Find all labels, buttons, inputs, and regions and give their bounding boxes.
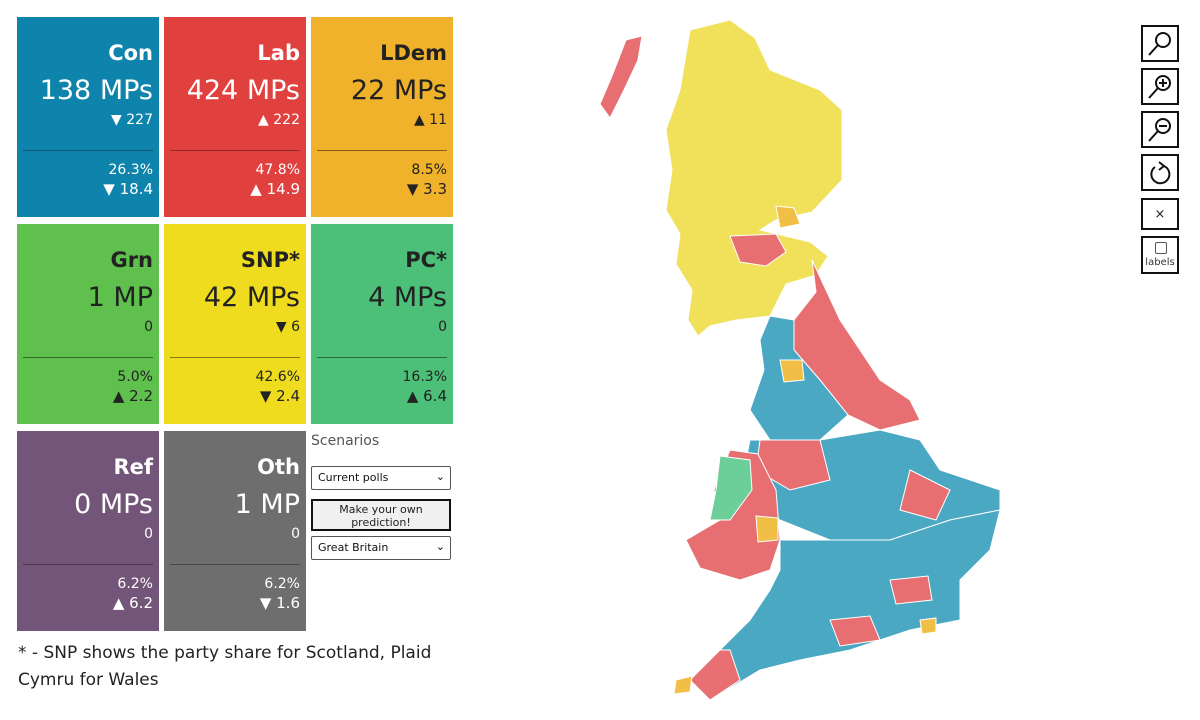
party-card-snp: SNP* 42 MPs ▼ 6 42.6% ▼ 2.4: [164, 224, 306, 424]
map-region-wales-ldem[interactable]: [755, 515, 779, 543]
card-divider: [23, 564, 153, 565]
card-divider: [317, 357, 447, 358]
labels-checkbox[interactable]: [1155, 242, 1167, 254]
party-share-change: ▲ 2.2: [112, 387, 153, 405]
party-name: Oth: [257, 455, 300, 479]
party-seats: 4 MPs: [368, 282, 447, 313]
snp-pc-footnote: * - SNP shows the party share for Scotla…: [18, 643, 432, 690]
region-value: Great Britain: [318, 541, 389, 554]
poll-scenario-value: Current polls: [318, 471, 389, 484]
zoom-out-button[interactable]: [1141, 111, 1179, 148]
party-card-oth: Oth 1 MP 0 6.2% ▼ 1.6: [164, 431, 306, 631]
party-name: PC*: [405, 248, 447, 272]
map-region-north-east[interactable]: [793, 259, 921, 431]
party-seat-change: ▼ 6: [275, 319, 300, 335]
map-region-london[interactable]: [889, 575, 933, 605]
zoom-in-icon: [1148, 75, 1171, 99]
party-seat-change: ▲ 222: [258, 112, 300, 128]
chevron-down-icon: ⌄: [435, 470, 445, 483]
map-region-ldem-patch[interactable]: [919, 617, 937, 635]
party-vote-share: 47.8%: [255, 162, 300, 178]
make-prediction-button[interactable]: Make your own prediction!: [311, 499, 451, 531]
close-icon: ×: [1154, 207, 1166, 222]
party-seats: 0 MPs: [74, 489, 153, 520]
party-vote-share: 6.2%: [264, 576, 300, 592]
party-seat-change: ▲ 11: [413, 112, 447, 128]
party-share-change: ▲ 14.9: [250, 180, 300, 198]
reset-icon: [1150, 161, 1171, 185]
map-region-south-coast-lab[interactable]: [829, 615, 881, 647]
zoom-out-icon: [1148, 118, 1171, 142]
party-name: SNP*: [240, 248, 300, 272]
map-region-east-lab[interactable]: [899, 469, 951, 521]
map-region-lakes[interactable]: [779, 359, 805, 383]
party-seat-change: 0: [144, 319, 153, 335]
party-vote-share: 5.0%: [117, 369, 153, 385]
scenarios-label: Scenarios: [311, 433, 380, 449]
party-vote-share: 6.2%: [117, 576, 153, 592]
card-divider: [170, 357, 300, 358]
zoom-in-button[interactable]: [1141, 68, 1179, 105]
party-name: Lab: [257, 41, 300, 65]
chevron-down-icon: ⌄: [435, 540, 445, 553]
labels-toggle[interactable]: labels: [1141, 236, 1179, 274]
party-card-con: Con 138 MPs ▼ 227 26.3% ▼ 18.4: [17, 17, 159, 217]
map-region-wales-pc[interactable]: [709, 455, 753, 521]
map-region-central-belt[interactable]: [729, 233, 787, 267]
party-seat-change: 0: [144, 526, 153, 542]
party-card-grn: Grn 1 MP 0 5.0% ▲ 2.2: [17, 224, 159, 424]
party-vote-share: 8.5%: [411, 162, 447, 178]
party-share-change: ▼ 2.4: [259, 387, 300, 405]
card-divider: [317, 150, 447, 151]
search-icon: [1148, 32, 1171, 56]
map-region-western-isles[interactable]: [599, 35, 643, 119]
party-vote-share: 42.6%: [255, 369, 300, 385]
party-card-pc: PC* 4 MPs 0 16.3% ▲ 6.4: [311, 224, 453, 424]
card-divider: [23, 357, 153, 358]
map-region-cornwall-ldem[interactable]: [673, 675, 693, 695]
card-divider: [170, 564, 300, 565]
party-seat-change: 0: [438, 319, 447, 335]
party-name: Ref: [113, 455, 153, 479]
close-map-button[interactable]: ×: [1141, 198, 1179, 230]
party-share-change: ▼ 18.4: [103, 180, 153, 198]
party-share-change: ▲ 6.2: [112, 594, 153, 612]
party-vote-share: 26.3%: [108, 162, 153, 178]
card-divider: [23, 150, 153, 151]
party-seat-change: 0: [291, 526, 300, 542]
map-region-south[interactable]: [689, 509, 1001, 700]
poll-scenario-select[interactable]: Current polls ⌄: [311, 466, 451, 490]
map-region-scotland[interactable]: [665, 20, 843, 337]
party-seats: 424 MPs: [186, 75, 300, 106]
constituency-map[interactable]: [580, 20, 1020, 700]
party-card-ref: Ref 0 MPs 0 6.2% ▲ 6.2: [17, 431, 159, 631]
party-name: Con: [108, 41, 153, 65]
party-seats: 1 MP: [234, 489, 300, 520]
party-share-change: ▼ 1.6: [259, 594, 300, 612]
party-card-ldem: LDem 22 MPs ▲ 11 8.5% ▼ 3.3: [311, 17, 453, 217]
labels-toggle-text: labels: [1145, 257, 1175, 268]
party-vote-share: 16.3%: [402, 369, 447, 385]
map-region-fife[interactable]: [775, 205, 801, 229]
party-seats: 138 MPs: [39, 75, 153, 106]
party-name: LDem: [380, 41, 447, 65]
party-card-lab: Lab 424 MPs ▲ 222 47.8% ▲ 14.9: [164, 17, 306, 217]
party-share-change: ▲ 6.4: [406, 387, 447, 405]
party-share-change: ▼ 3.3: [406, 180, 447, 198]
map-search-button[interactable]: [1141, 25, 1179, 62]
party-seats: 22 MPs: [350, 75, 447, 106]
party-name: Grn: [110, 248, 153, 272]
party-seats: 42 MPs: [203, 282, 300, 313]
map-region-south-west[interactable]: [689, 649, 741, 700]
reset-map-button[interactable]: [1141, 154, 1179, 191]
party-seat-change: ▼ 227: [111, 112, 153, 128]
region-select[interactable]: Great Britain ⌄: [311, 536, 451, 560]
card-divider: [170, 150, 300, 151]
party-seats: 1 MP: [87, 282, 153, 313]
